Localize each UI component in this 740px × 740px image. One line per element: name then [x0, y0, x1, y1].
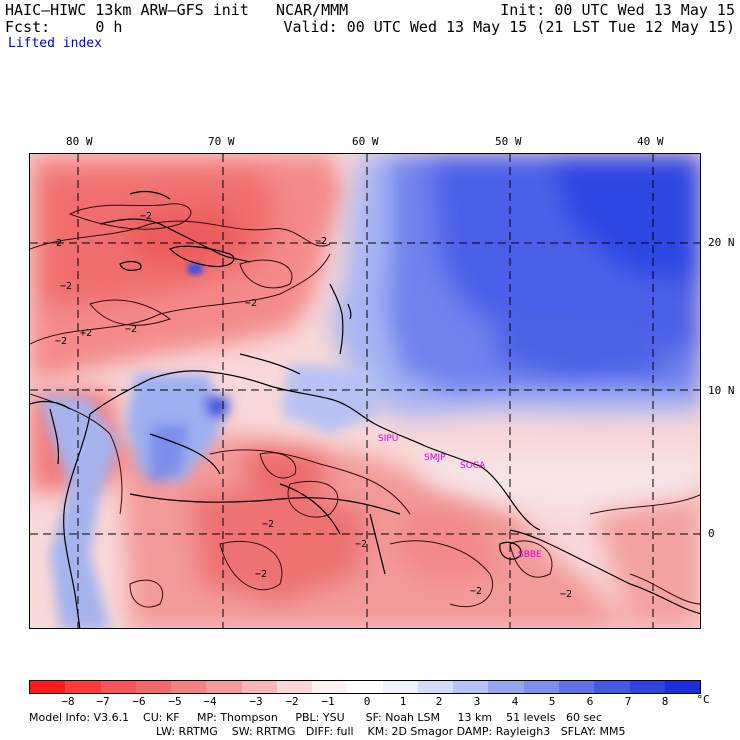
positive-field-atlantic — [330, 154, 700, 419]
positive-field-andes — [40, 364, 380, 628]
site-label-soca: SOCA — [460, 461, 486, 471]
model-title: HAIC–HIWC 13km ARW–GFS init NCAR/MMM — [5, 1, 349, 19]
colorbar-tick: −2 — [285, 695, 299, 708]
contour-label: −2 — [140, 211, 152, 222]
lat-label-20n: 20 N — [708, 236, 735, 249]
lon-label-60w: 60 W — [352, 135, 379, 148]
colorbar-tick: 3 — [473, 695, 481, 708]
contour-label: −2 — [245, 298, 257, 309]
caribbean-positive-spot — [187, 263, 203, 275]
contour-label: −2 — [262, 519, 274, 530]
lon-label-50w: 50 W — [495, 135, 522, 148]
colorbar-tick: −4 — [203, 695, 217, 708]
colorbar-swatch — [488, 681, 524, 693]
colorbar-swatch — [558, 681, 595, 693]
colorbar-swatch — [30, 681, 66, 693]
colorbar-swatch — [347, 681, 383, 693]
colorbar-tick: −8 — [61, 695, 75, 708]
colorbar-tick: 2 — [435, 695, 443, 708]
colorbar-tick: −1 — [321, 695, 335, 708]
colorbar-swatch — [664, 681, 701, 693]
colorbar-swatch — [382, 681, 418, 693]
contour-label: −2 — [50, 238, 62, 249]
model-info-line1: Model Info: V3.6.1 CU: KF MP: Thompson P… — [29, 711, 602, 724]
contour-label: −2 — [125, 324, 137, 335]
contour-labels: −2 −2 −2 −2 −2 −2 −2 +2 −2 −2 −2 −2 −2 — [50, 211, 572, 600]
lat-label-equator: 0 — [708, 527, 715, 540]
contour-label: +2 — [80, 328, 92, 339]
valid-time: Valid: 00 UTC Wed 13 May 15 (21 LST Tue … — [283, 18, 735, 36]
colorbar-swatch — [241, 681, 277, 693]
graticule — [30, 154, 700, 628]
colorbar-tick: 8 — [661, 695, 669, 708]
model-info-line2: LW: RRTMG SW: RRTMG DIFF: full KM: 2D Sm… — [156, 725, 626, 738]
lon-label-80w: 80 W — [66, 135, 93, 148]
colorbar-swatch — [65, 681, 101, 693]
colorbar-tick: 1 — [399, 695, 407, 708]
colorbar-swatch — [417, 681, 454, 693]
colorbar-tick: 5 — [548, 695, 556, 708]
contour-label: −2 — [560, 589, 572, 600]
contour-label: −2 — [255, 569, 267, 580]
colorbar-tick: −6 — [132, 695, 146, 708]
colorbar-tick: −3 — [249, 695, 263, 708]
contour-label: −2 — [355, 539, 367, 550]
lon-label-70w: 70 W — [208, 135, 235, 148]
colorbar-swatch — [629, 681, 665, 693]
lat-label-10n: 10 N — [708, 384, 735, 397]
site-label-sipu: SIPU — [378, 434, 399, 444]
colorbar-swatch — [312, 681, 348, 693]
colorbar-swatch — [523, 681, 559, 693]
init-time: Init: 00 UTC Wed 13 May 15 — [500, 1, 735, 19]
colorbar — [29, 680, 701, 694]
colorbar-tick: −7 — [96, 695, 110, 708]
lon-label-40w: 40 W — [637, 135, 664, 148]
site-label-smjp: SMJP — [424, 453, 446, 463]
contour-label: −2 — [470, 586, 482, 597]
site-label-sbbe: SBBE — [518, 550, 542, 560]
colorbar-swatch — [276, 681, 313, 693]
colorbar-swatch — [453, 681, 489, 693]
coastlines — [30, 190, 700, 628]
colorbar-swatch — [135, 681, 172, 693]
contour-label: −2 — [315, 236, 327, 247]
map-panel: −2 −2 −2 −2 −2 −2 −2 +2 −2 −2 −2 −2 −2 S… — [29, 153, 701, 629]
colorbar-tick: 7 — [624, 695, 632, 708]
colorbar-unit: °C — [696, 693, 710, 706]
colorbar-tick: 4 — [511, 695, 519, 708]
colorbar-tick: 6 — [586, 695, 594, 708]
field-name: Lifted index — [8, 36, 102, 51]
contour-label: −2 — [55, 336, 67, 347]
colorbar-swatch — [594, 681, 630, 693]
contour-label: −2 — [60, 281, 72, 292]
colorbar-tick: −5 — [168, 695, 182, 708]
negative-field-south — [30, 389, 700, 628]
lifted-index-map: −2 −2 −2 −2 −2 −2 −2 +2 −2 −2 −2 −2 −2 — [30, 154, 700, 628]
colorbar-swatch — [100, 681, 136, 693]
colorbar-tick: 0 — [363, 695, 371, 708]
forecast-hour: Fcst: 0 h — [5, 18, 123, 36]
near-zero-band — [410, 454, 700, 514]
colorbar-swatch — [171, 681, 207, 693]
colorbar-swatch — [206, 681, 242, 693]
